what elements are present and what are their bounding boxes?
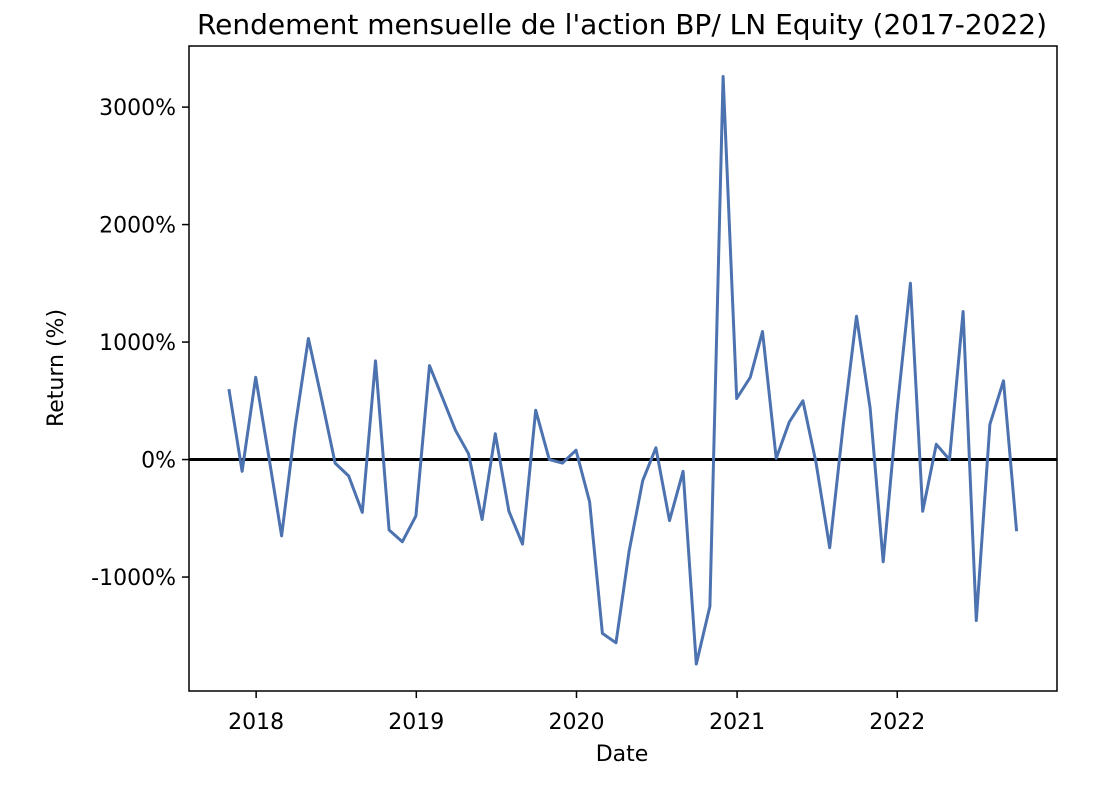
x-tick-label: 2018: [228, 710, 284, 735]
x-axis-label: Date: [596, 742, 649, 767]
y-tick-label: 2000%: [99, 214, 176, 239]
x-tick-label: 2021: [709, 710, 765, 735]
plot-frame: [188, 45, 1058, 692]
chart-title: Rendement mensuelle de l'action BP/ LN E…: [197, 8, 1047, 41]
y-tick-label: 1000%: [99, 331, 176, 356]
x-tick-label: 2019: [388, 710, 444, 735]
x-tick-label: 2022: [869, 710, 925, 735]
y-tick-label: 0%: [141, 449, 176, 474]
y-axis-label: Return (%): [44, 309, 69, 427]
plot-area: 2018 2019 2020 2021 2022 -1000% 0% 1000% 2000% 30…: [91, 45, 1058, 735]
y-tick-label: -1000%: [91, 566, 176, 591]
series-line-1: [227, 75, 1019, 666]
y-tick-label: 3000%: [99, 96, 176, 121]
x-tick-label: 2020: [548, 710, 604, 735]
